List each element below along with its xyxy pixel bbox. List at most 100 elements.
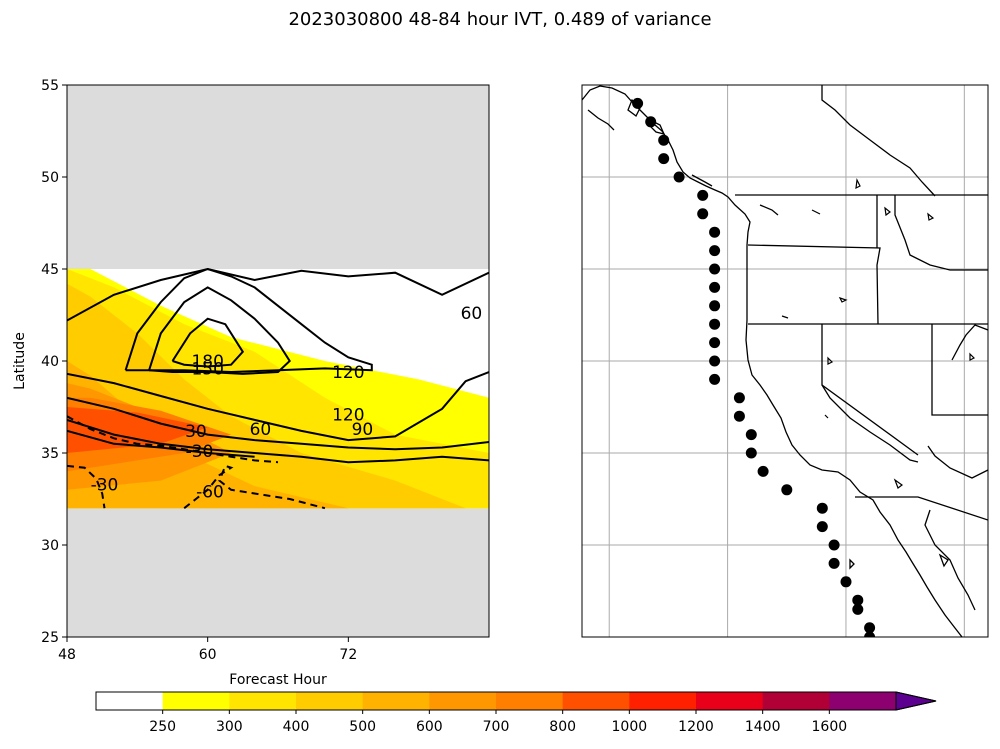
lakes bbox=[781, 177, 976, 489]
x-axis-label: Forecast Hour bbox=[229, 672, 327, 688]
contour-label: 150 bbox=[191, 359, 223, 379]
station-points bbox=[632, 97, 876, 637]
station-point bbox=[709, 281, 721, 293]
colorbar-label: 400 bbox=[283, 719, 310, 735]
station-point bbox=[709, 300, 721, 312]
contour-line bbox=[67, 415, 279, 464]
y-axis-label: Latitude bbox=[12, 332, 28, 390]
colorbar-label: 1200 bbox=[678, 719, 714, 735]
contour-label: 60 bbox=[461, 304, 483, 324]
map-gridlines bbox=[582, 85, 988, 637]
station-point bbox=[852, 594, 864, 606]
colorbar-outline bbox=[95, 691, 937, 711]
figure-title: 2023030800 48-84 hour IVT, 0.489 of vari… bbox=[288, 9, 712, 30]
colorbar-segment bbox=[296, 692, 364, 710]
contour-label: -30 bbox=[186, 442, 214, 462]
contour-label: -30 bbox=[91, 475, 119, 495]
contour-label: 120 bbox=[332, 405, 364, 425]
y-axis-ticks: 25 30 35 40 45 50 55 bbox=[41, 78, 67, 646]
x-tick-label: 72 bbox=[339, 647, 357, 663]
colorbar-segment bbox=[429, 692, 497, 710]
contour-line bbox=[67, 396, 489, 451]
x-axis-ticks: 48 60 72 bbox=[58, 637, 357, 663]
station-point bbox=[745, 429, 757, 441]
y-tick-label: 30 bbox=[41, 538, 59, 554]
station-point bbox=[745, 447, 757, 459]
station-point bbox=[840, 576, 852, 588]
contour-line bbox=[67, 429, 255, 458]
station-point bbox=[733, 392, 745, 404]
colorbar-segment bbox=[96, 692, 164, 710]
contour-line bbox=[67, 418, 489, 464]
contour-label: -60 bbox=[196, 483, 224, 503]
station-point bbox=[697, 189, 709, 201]
colorbar-label: 500 bbox=[349, 719, 376, 735]
contour-label: 120 bbox=[332, 363, 364, 383]
station-point bbox=[864, 622, 876, 634]
contour-label: 180 bbox=[191, 352, 223, 372]
y-tick-label: 25 bbox=[41, 630, 59, 646]
station-point bbox=[709, 373, 721, 385]
colorbar: 250 300 400 500 600 700 800 1000 1200 1400 1600 bbox=[95, 691, 937, 735]
y-tick-label: 40 bbox=[41, 354, 59, 370]
station-point bbox=[658, 153, 670, 165]
colorbar-label: 1600 bbox=[812, 719, 848, 735]
contour-line bbox=[67, 267, 489, 322]
station-point bbox=[852, 603, 864, 615]
station-point bbox=[781, 484, 793, 496]
colorbar-label: 600 bbox=[416, 719, 443, 735]
station-point bbox=[828, 557, 840, 569]
colorbar-label: 800 bbox=[549, 719, 576, 735]
y-tick-label: 55 bbox=[41, 78, 59, 94]
station-point bbox=[864, 631, 876, 637]
colorbar-segment bbox=[162, 692, 230, 710]
colorbar-extend-arrow bbox=[895, 691, 937, 711]
station-point bbox=[697, 208, 709, 220]
colorbar-label: 250 bbox=[149, 719, 176, 735]
colorbar-segment bbox=[496, 692, 564, 710]
station-point bbox=[828, 539, 840, 551]
station-point bbox=[645, 116, 657, 128]
colorbar-label: 1000 bbox=[612, 719, 648, 735]
station-point bbox=[673, 171, 685, 183]
colorbar-segment bbox=[829, 692, 897, 710]
colorbar-segment bbox=[696, 692, 764, 710]
station-point bbox=[733, 410, 745, 422]
map-axes-frame bbox=[581, 84, 989, 638]
contour-line bbox=[67, 464, 106, 509]
station-point bbox=[632, 97, 644, 109]
colorbar-segment bbox=[229, 692, 297, 710]
contour-lines bbox=[67, 267, 489, 510]
y-tick-label: 50 bbox=[41, 170, 59, 186]
colorbar-segment bbox=[362, 692, 430, 710]
contour-line bbox=[67, 371, 489, 442]
contour-line bbox=[124, 267, 373, 374]
station-point bbox=[709, 263, 721, 275]
station-point bbox=[709, 318, 721, 330]
political-borders bbox=[735, 85, 988, 521]
station-point bbox=[658, 134, 670, 146]
station-point bbox=[709, 355, 721, 367]
colorbar-segment bbox=[629, 692, 697, 710]
contour-label: 30 bbox=[185, 422, 207, 442]
station-point bbox=[709, 226, 721, 238]
map-panel bbox=[581, 84, 989, 638]
contour-label: 90 bbox=[352, 420, 374, 440]
y-tick-label: 35 bbox=[41, 446, 59, 462]
contour-label: 60 bbox=[250, 420, 272, 440]
station-point bbox=[709, 337, 721, 349]
station-point bbox=[757, 465, 769, 477]
contour-line bbox=[183, 464, 326, 510]
colorbar-label: 1400 bbox=[745, 719, 781, 735]
x-tick-label: 60 bbox=[199, 647, 217, 663]
colorbar-label: 300 bbox=[216, 719, 243, 735]
x-tick-label: 48 bbox=[58, 647, 76, 663]
colorbar-segment bbox=[562, 692, 630, 710]
station-point bbox=[816, 521, 828, 533]
y-tick-label: 45 bbox=[41, 262, 59, 278]
contour-line bbox=[171, 317, 245, 368]
station-point bbox=[709, 245, 721, 257]
